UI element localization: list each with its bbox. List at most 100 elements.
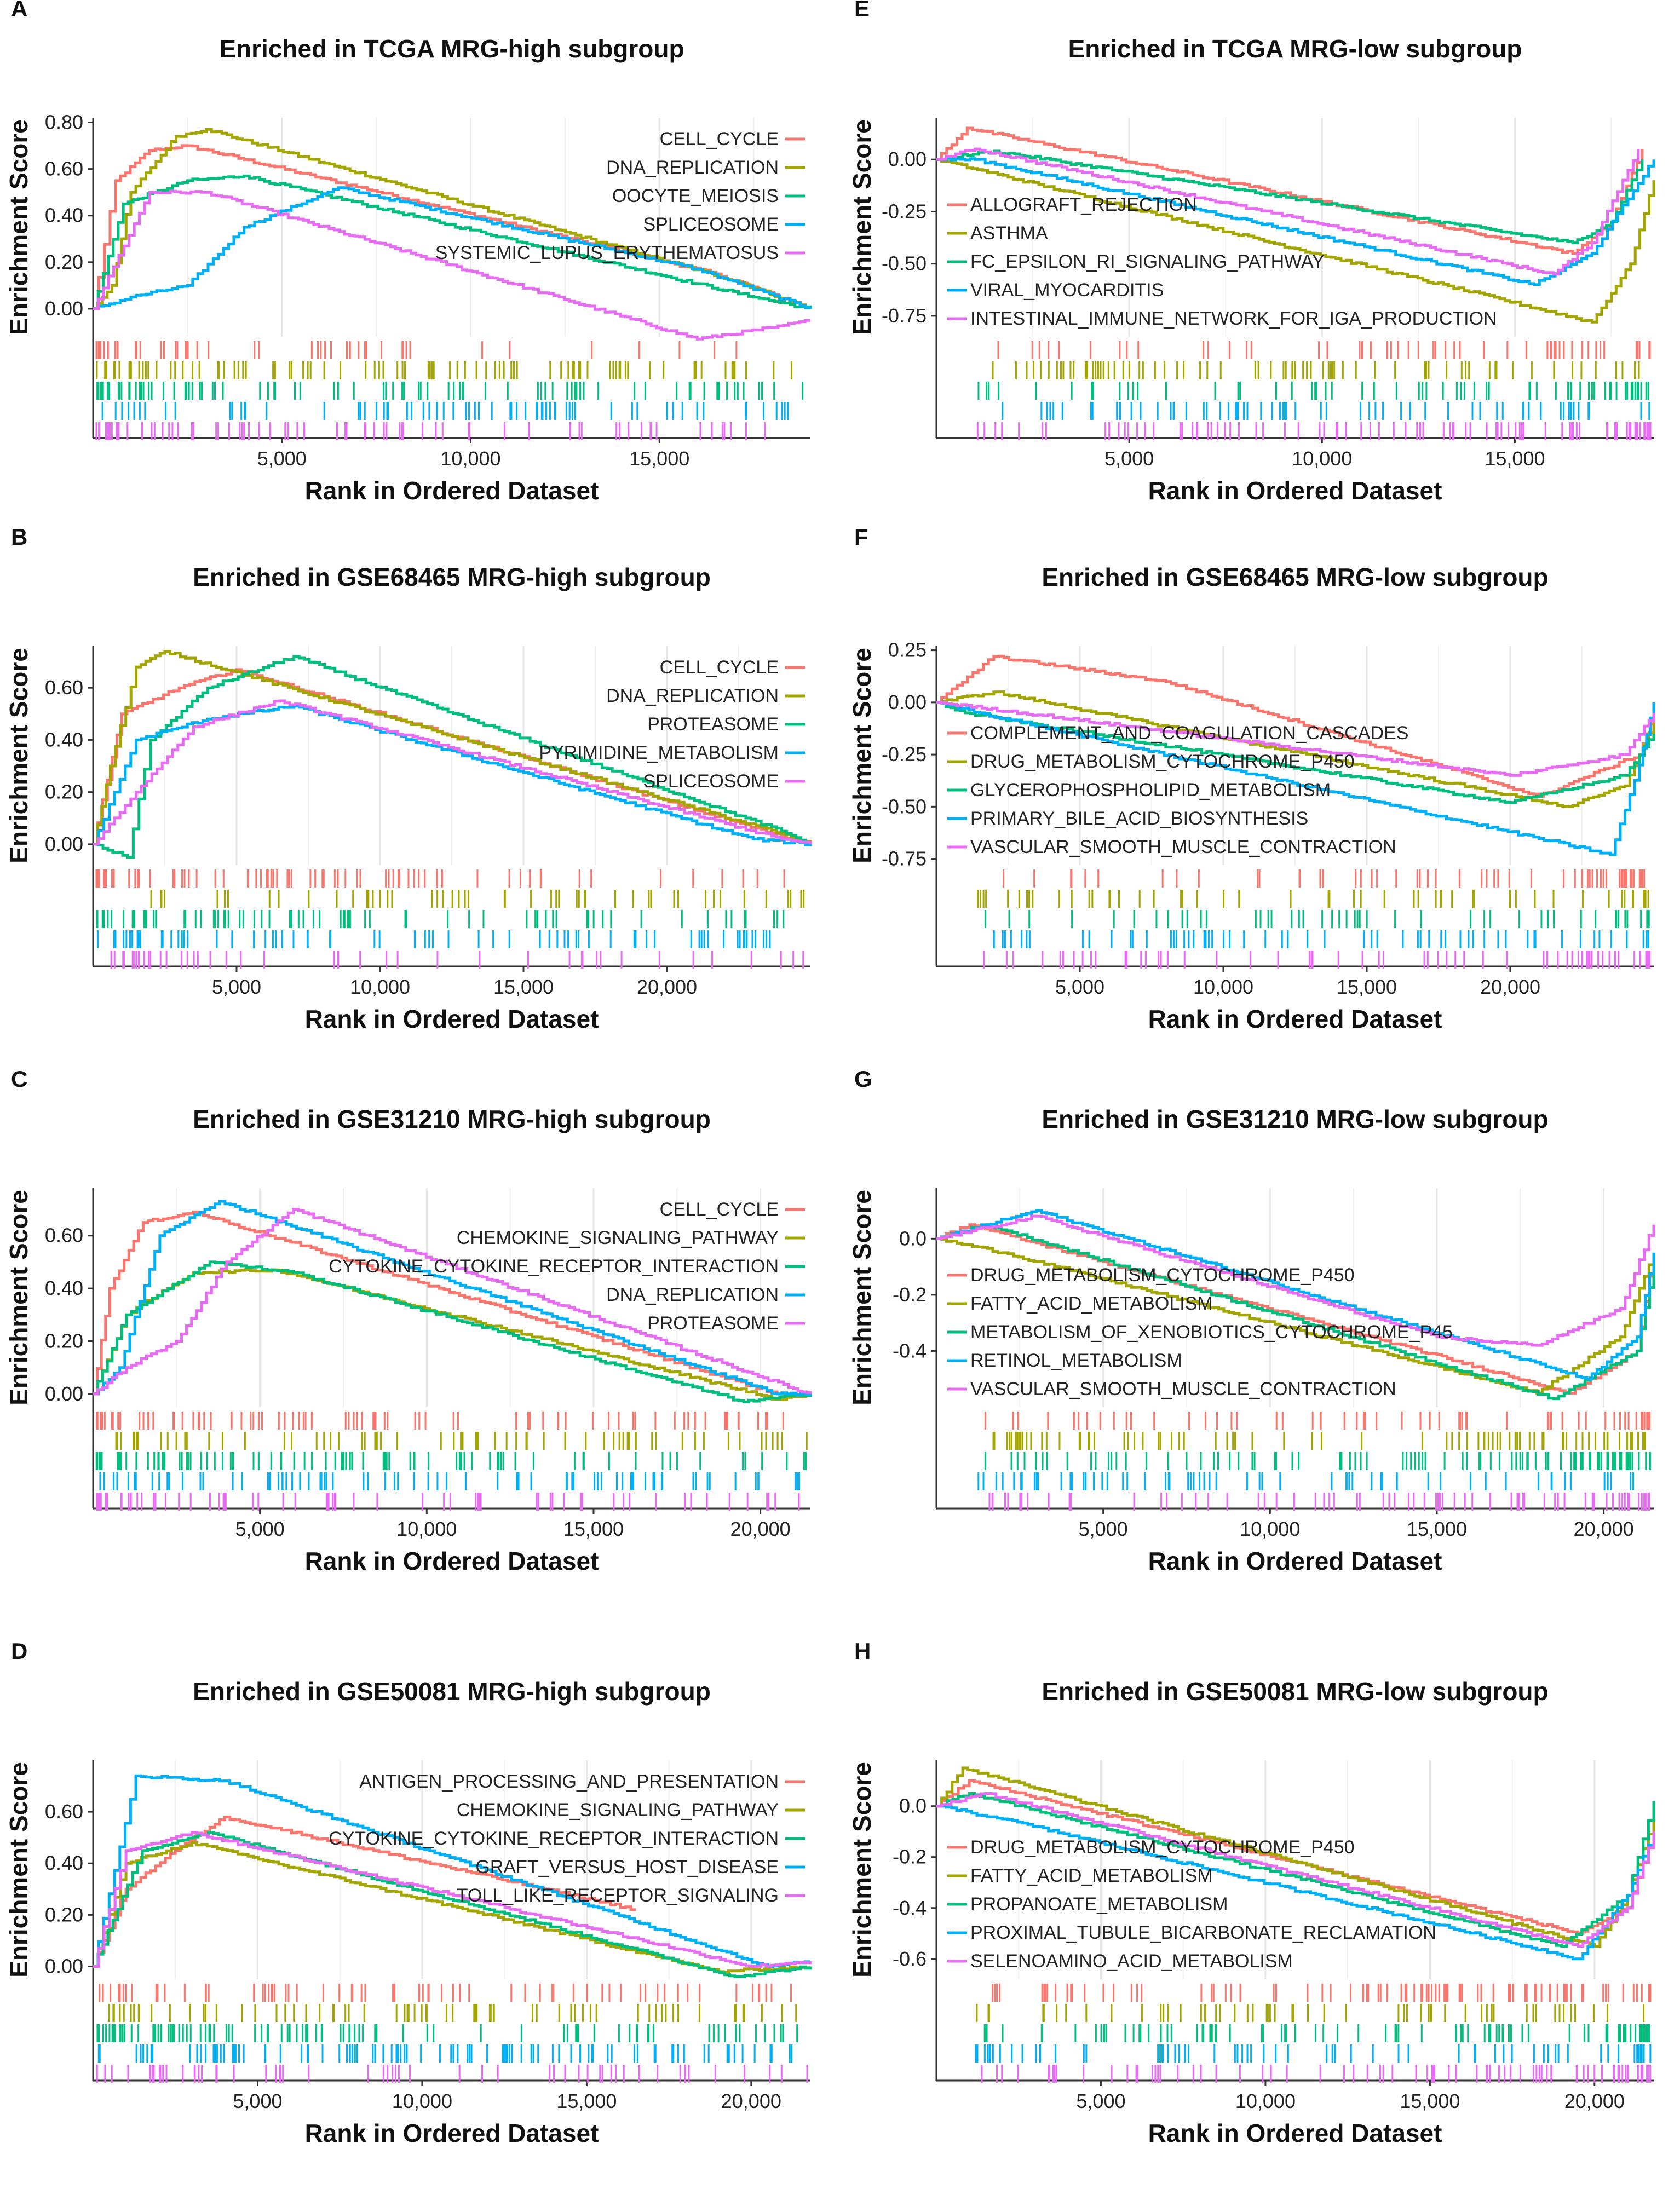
legend-label: PRIMARY_BILE_ACID_BIOSYNTHESIS: [970, 808, 1308, 829]
panel-letter: G: [854, 1066, 872, 1092]
series-line: [93, 1831, 812, 1978]
panel-F: F Enriched in GSE68465 MRG-low subgroup 0.…: [848, 524, 1655, 1033]
legend-label: CELL_CYCLE: [660, 657, 779, 678]
y-tick-label: 0.40: [45, 1277, 83, 1299]
legend-label: SELENOAMINO_ACID_METABOLISM: [970, 1951, 1293, 1972]
legend-label: FATTY_ACID_METABOLISM: [970, 1293, 1213, 1314]
legend-label: DRUG_METABOLISM_CYTOCHROME_P450: [970, 751, 1355, 772]
x-tick-label: 20,000: [1574, 1518, 1634, 1540]
x-tick-label: 10,000: [440, 447, 500, 470]
legend-label: SPLICEOSOME: [643, 214, 779, 235]
series-line: [936, 1223, 1655, 1401]
series-line: [93, 1774, 812, 1968]
y-axis-title: Enrichment Score: [848, 1190, 876, 1405]
series-line: [93, 1210, 812, 1397]
y-axis-title: Enrichment Score: [4, 1762, 33, 1978]
series-line: [936, 1792, 1655, 1948]
x-axis-title: Rank in Ordered Dataset: [305, 2119, 599, 2147]
series-line: [936, 1214, 1655, 1347]
legend-label: INTESTINAL_IMMUNE_NETWORK_FOR_IGA_PRODUC…: [970, 308, 1497, 329]
legend-label: GRAFT_VERSUS_HOST_DISEASE: [475, 1857, 779, 1877]
series-line: [93, 128, 812, 310]
x-tick-label: 10,000: [1235, 2090, 1296, 2112]
x-axis-title: Rank in Ordered Dataset: [305, 1005, 599, 1033]
x-tick-label: 5,000: [1055, 976, 1104, 998]
x-tick-label: 5,000: [233, 2090, 282, 2112]
series-line: [936, 126, 1644, 255]
y-tick-label: 0.00: [45, 833, 83, 855]
x-tick-label: 5,000: [257, 447, 307, 470]
y-tick-label: 0.20: [45, 251, 83, 273]
series-line: [93, 186, 812, 310]
y-axis-title: Enrichment Score: [848, 119, 876, 335]
x-tick-label: 15,000: [556, 2090, 617, 2112]
legend-label: ALLOGRAFT_REJECTION: [970, 194, 1197, 215]
chart-title: Enriched in GSE31210 MRG-low subgroup: [1042, 1105, 1548, 1133]
series-line: [93, 1831, 812, 1968]
series-line: [936, 157, 1655, 286]
x-axis-title: Rank in Ordered Dataset: [1148, 1547, 1442, 1575]
legend-label: CELL_CYCLE: [660, 129, 779, 149]
series-line: [93, 650, 812, 846]
legend-label: DRUG_METABOLISM_CYTOCHROME_P450: [970, 1265, 1355, 1286]
legend-label: DNA_REPLICATION: [606, 1284, 779, 1305]
legend-label: ASTHMA: [970, 223, 1048, 244]
panel-letter: A: [11, 0, 27, 21]
y-tick-label: 0.40: [45, 728, 83, 751]
chart-title: Enriched in GSE31210 MRG-high subgroup: [193, 1105, 711, 1133]
y-tick-label: -0.4: [893, 1339, 927, 1362]
x-tick-label: 15,000: [1337, 976, 1397, 998]
x-tick-label: 15,000: [1400, 2090, 1460, 2112]
chart-title: Enriched in GSE50081 MRG-high subgroup: [193, 1677, 711, 1706]
legend-label: PROPANOATE_METABOLISM: [970, 1894, 1228, 1915]
x-tick-label: 20,000: [637, 976, 697, 998]
legend-label: CYTOKINE_CYTOKINE_RECEPTOR_INTERACTION: [329, 1828, 779, 1849]
legend-label: METABOLISM_OF_XENOBIOTICS_CYTOCHROME_P45: [970, 1322, 1453, 1343]
legend-label: PROTEASOME: [647, 714, 779, 735]
y-axis-title: Enrichment Score: [848, 648, 876, 863]
x-tick-label: 15,000: [1407, 1518, 1467, 1540]
panel-G: G Enriched in GSE31210 MRG-low subgroup 0.…: [848, 1066, 1655, 1575]
x-tick-label: 5,000: [1104, 447, 1154, 470]
x-tick-label: 5,000: [212, 976, 261, 998]
y-tick-label: 0.20: [45, 1330, 83, 1352]
legend-label: DRUG_METABOLISM_CYTOCHROME_P450: [970, 1837, 1355, 1858]
y-tick-label: 0.0: [899, 1227, 927, 1249]
legend-label: CHEMOKINE_SIGNALING_PATHWAY: [457, 1800, 779, 1821]
legend-label: CHEMOKINE_SIGNALING_PATHWAY: [457, 1228, 779, 1248]
series-line: [93, 174, 812, 310]
x-tick-label: 10,000: [396, 1518, 457, 1540]
y-tick-label: 0.0: [899, 1795, 927, 1817]
legend-label: PROXIMAL_TUBULE_BICARBONATE_RECLAMATION: [970, 1922, 1436, 1943]
series-line: [936, 701, 1655, 777]
panel-letter: D: [11, 1638, 27, 1664]
x-tick-label: 20,000: [721, 2090, 781, 2112]
y-axis-title: Enrichment Score: [4, 648, 33, 863]
panel-letter: F: [854, 524, 868, 550]
y-tick-label: -0.4: [893, 1897, 927, 1919]
legend-label: OOCYTE_MEIOSIS: [612, 186, 779, 206]
legend-label: CYTOKINE_CYTOKINE_RECEPTOR_INTERACTION: [329, 1256, 779, 1277]
y-tick-label: -0.50: [882, 252, 927, 275]
x-axis-title: Rank in Ordered Dataset: [1148, 1005, 1442, 1033]
legend-label: VASCULAR_SMOOTH_MUSCLE_CONTRACTION: [970, 1379, 1396, 1399]
chart-title: Enriched in GSE50081 MRG-low subgroup: [1042, 1677, 1548, 1706]
panel-H: H Enriched in GSE50081 MRG-low subgroup 0.…: [848, 1638, 1655, 2147]
panel-D: D Enriched in GSE50081 MRG-high subgroup 0…: [4, 1638, 812, 2147]
y-tick-label: 0.60: [45, 676, 83, 699]
legend-label: RETINOL_METABOLISM: [970, 1350, 1182, 1371]
legend-label: GLYCEROPHOSPHOLIPID_METABOLISM: [970, 780, 1331, 800]
panel-B: B Enriched in GSE68465 MRG-high subgroup 0…: [4, 524, 812, 1033]
y-tick-label: -0.75: [882, 304, 927, 327]
legend-label: SYSTEMIC_LUPUS_ERYTHEMATOSUS: [435, 243, 779, 263]
x-tick-label: 15,000: [493, 976, 554, 998]
legend-label: TOLL_LIKE_RECEPTOR_SIGNALING: [457, 1885, 779, 1906]
x-tick-label: 20,000: [1480, 976, 1540, 998]
series-line: [93, 1268, 812, 1401]
series-line: [936, 1766, 1655, 1948]
y-tick-label: 0.20: [45, 781, 83, 803]
x-tick-label: 5,000: [1076, 2090, 1125, 2112]
panel-letter: B: [11, 524, 27, 550]
series-line: [936, 149, 1644, 245]
legend-label: DNA_REPLICATION: [606, 686, 779, 706]
